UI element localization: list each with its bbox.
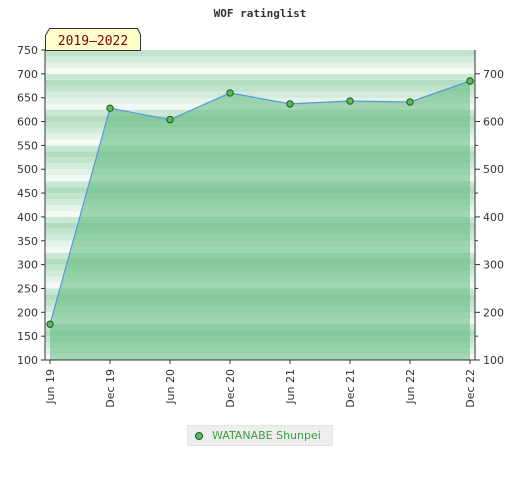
chart-title: WOF ratinglist — [214, 7, 307, 20]
marker-layer — [46, 77, 474, 328]
rating-line — [49, 80, 471, 325]
y-tick-label-left: 700 — [17, 68, 38, 81]
data-point — [46, 320, 54, 328]
data-point — [106, 104, 114, 112]
y-tick-label-right: 300 — [483, 259, 504, 272]
y-tick-label-left: 350 — [17, 235, 38, 248]
x-tick-label: Dec 21 — [344, 369, 357, 408]
data-point — [286, 100, 294, 108]
x-tick-label: Jun 21 — [284, 369, 297, 405]
legend-label: WATANABE Shunpei — [212, 429, 321, 442]
period-badge: 2019–2022 — [45, 28, 141, 51]
y-tick-label-left: 600 — [17, 116, 38, 129]
y-tick-label-left: 550 — [17, 139, 38, 152]
legend-marker — [195, 431, 203, 440]
y-tick-label-right: 200 — [483, 306, 504, 319]
y-tick-label-right: 100 — [483, 354, 504, 367]
data-point — [466, 77, 474, 85]
period-label: 2019–2022 — [58, 34, 128, 49]
x-tick-label: Dec 20 — [224, 369, 237, 408]
background-band — [45, 85, 475, 92]
x-tick-label: Jun 20 — [164, 369, 177, 405]
background-band — [45, 61, 475, 68]
legend: WATANABE Shunpei — [187, 425, 333, 446]
y-tick-label-right: 500 — [483, 163, 504, 176]
y-tick-label-left: 500 — [17, 163, 38, 176]
background-band — [45, 79, 475, 86]
rating-area — [50, 81, 470, 360]
y-tick-label-left: 400 — [17, 211, 38, 224]
data-point — [406, 98, 414, 106]
y-tick-label-left: 150 — [17, 330, 38, 343]
tick-label-layer: 100 150 200 250 300 350 400 450 500 550 600 650 700 7… — [17, 44, 504, 408]
data-point — [226, 89, 234, 97]
y-tick-label-left: 200 — [17, 306, 38, 319]
data-point — [166, 115, 174, 124]
background-band — [45, 50, 475, 56]
y-tick-label-left: 450 — [17, 187, 38, 200]
x-tick-label: Dec 22 — [464, 369, 477, 408]
x-tick-label: Dec 19 — [104, 369, 117, 408]
area-layer — [49, 80, 471, 360]
y-tick-label-right: 700 — [483, 68, 504, 81]
y-tick-label-left: 750 — [17, 44, 38, 57]
y-tick-label-left: 300 — [17, 259, 38, 272]
axis-layer — [41, 49, 480, 364]
y-tick-label-right: 600 — [483, 116, 504, 129]
y-tick-label-right: 400 — [483, 211, 504, 224]
x-tick-label: Jun 19 — [44, 369, 57, 405]
y-tick-label-left: 250 — [17, 282, 38, 295]
y-tick-label-left: 650 — [17, 92, 38, 105]
data-point — [346, 97, 354, 105]
background-band — [45, 91, 475, 98]
x-tick-label: Jun 22 — [404, 369, 417, 405]
background-band — [45, 73, 475, 80]
background-band — [45, 55, 475, 62]
y-tick-label-left: 100 — [17, 354, 38, 367]
background-band — [45, 67, 475, 74]
